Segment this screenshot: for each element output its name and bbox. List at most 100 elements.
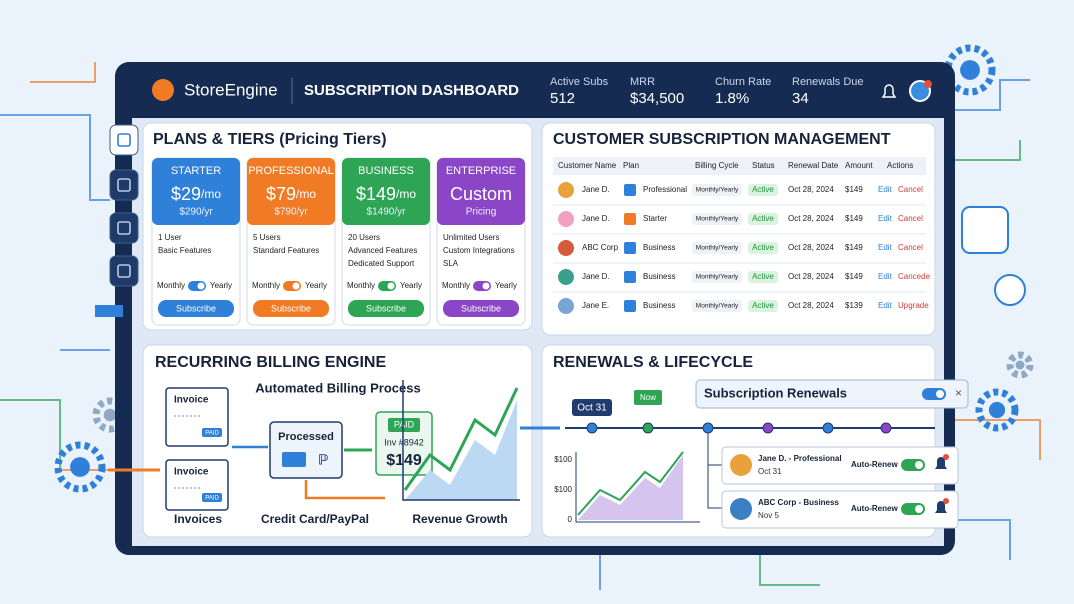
- date-cell: Oct 28, 2024: [788, 214, 834, 223]
- toggle-label: Yearly: [495, 281, 517, 290]
- customer-name: Jane D.: [582, 272, 610, 281]
- edit-link[interactable]: Edit: [878, 301, 893, 310]
- plan-feature: Basic Features: [158, 246, 211, 255]
- status-cell: Active: [752, 243, 774, 252]
- page-title: SUBSCRIPTION DASHBOARD: [304, 82, 519, 99]
- price-amount: $29: [171, 184, 201, 204]
- cycle-pill: [692, 242, 742, 254]
- caption: Credit Card/PayPal: [261, 512, 369, 526]
- toggle-label: Yearly: [305, 281, 327, 290]
- column-header: Status: [752, 161, 775, 170]
- renewal-status: Auto-Renew: [851, 460, 898, 469]
- mini-area: [578, 455, 683, 520]
- timeline-dot: [702, 422, 714, 434]
- sidebar-button[interactable]: [109, 255, 139, 287]
- circuit-line: [30, 62, 96, 83]
- status-pill: [748, 213, 778, 225]
- action-link[interactable]: Cancede: [898, 272, 931, 281]
- column-header: Actions: [887, 161, 913, 170]
- gear-hub: [960, 60, 980, 80]
- notif-dot: [943, 498, 949, 504]
- gear-hub: [1015, 360, 1025, 370]
- plan-feature: Unlimited Users: [443, 233, 499, 242]
- gear: [975, 388, 1019, 432]
- section-title: RECURRING BILLING ENGINE: [155, 354, 386, 371]
- date-badge: [572, 399, 612, 416]
- timeline-dot: [762, 422, 774, 434]
- amount-cell: $139: [845, 301, 863, 310]
- toggle-knob: [197, 282, 205, 290]
- status-cell: Active: [752, 272, 774, 281]
- plan-cell: Professional: [643, 185, 687, 194]
- close-button[interactable]: ×: [955, 386, 962, 400]
- subscribe-button[interactable]: [158, 300, 234, 317]
- cycle-cell: Monthly/Yearly: [696, 245, 739, 252]
- column-header: Renewal Date: [788, 161, 839, 170]
- action-link[interactable]: Cancel: [898, 243, 923, 252]
- circuit-line: [955, 140, 1021, 161]
- plan-feature: Standard Features: [253, 246, 319, 255]
- subscribe-button[interactable]: [348, 300, 424, 317]
- sidebar-button[interactable]: [109, 169, 139, 201]
- subscribe-button[interactable]: [253, 300, 329, 317]
- section-title: PLANS & TIERS (Pricing Tiers): [153, 131, 387, 148]
- gear-hub: [103, 408, 117, 422]
- edit-link[interactable]: Edit: [878, 214, 893, 223]
- plan-icon: [624, 300, 636, 312]
- cycle-pill: [692, 271, 742, 283]
- action-link[interactable]: Cancel: [898, 214, 923, 223]
- plan-feature: 1 User: [158, 233, 182, 242]
- action-link[interactable]: Cancel: [898, 185, 923, 194]
- sidebar-button[interactable]: [109, 124, 139, 156]
- edit-link[interactable]: Edit: [878, 272, 893, 281]
- paid-tag: [202, 493, 222, 502]
- brand-icon: [152, 79, 174, 101]
- cycle-pill: [692, 213, 742, 225]
- invoice-title: Invoice: [174, 467, 209, 478]
- plan-header: [342, 158, 430, 225]
- amount-cell: $149: [845, 185, 863, 194]
- plan-feature: 5 Users: [253, 233, 281, 242]
- sidebar-icon: [117, 221, 131, 235]
- cycle-cell: Monthly/Yearly: [696, 187, 739, 194]
- circuit-line: [0, 114, 110, 201]
- timeline-dot: [880, 422, 892, 434]
- customer-name: Jane D.: [582, 185, 610, 194]
- plan-feature: Advanced Features: [348, 246, 417, 255]
- toggle-knob: [482, 282, 490, 290]
- plan-price: $29/mo: [171, 184, 221, 204]
- plan-feature: 20 Users: [348, 233, 380, 242]
- edit-link[interactable]: Edit: [878, 185, 893, 194]
- sidebar-button[interactable]: [109, 212, 139, 244]
- stat-value: $34,500: [630, 90, 684, 107]
- plan-cell: Business: [643, 243, 675, 252]
- plan-header: [152, 158, 240, 225]
- plan-sub: $290/yr: [179, 207, 213, 218]
- renewal-name: Jane D. - Professional: [758, 454, 842, 463]
- bell-icon: [935, 501, 947, 513]
- axis-label: $100: [554, 485, 572, 494]
- receipt-badge-text: PAID: [394, 419, 415, 429]
- plan-cell: Business: [643, 301, 675, 310]
- amount-cell: $149: [845, 214, 863, 223]
- toggle-label: Yearly: [210, 281, 232, 290]
- plan-price: Custom: [450, 184, 512, 204]
- plan-header: [247, 158, 335, 225]
- sidebar-icon: [117, 264, 131, 278]
- chat-bubble: [994, 274, 1026, 306]
- plan-header: [437, 158, 525, 225]
- action-link[interactable]: Upgrade: [898, 301, 929, 310]
- subscribe-label: Subscribe: [271, 303, 311, 313]
- sidebar-handle: [95, 305, 123, 317]
- renewal-card: [721, 446, 959, 485]
- axis-label: 0: [568, 515, 573, 524]
- stat-value: 34: [792, 90, 809, 107]
- paid-tag-text: PAID: [205, 431, 219, 437]
- gear: [944, 44, 996, 96]
- date-badge-text: Oct 31: [577, 403, 607, 414]
- edit-link[interactable]: Edit: [878, 243, 893, 252]
- subscribe-button[interactable]: [443, 300, 519, 317]
- customer-avatar: [558, 269, 574, 285]
- status-pill: [748, 184, 778, 196]
